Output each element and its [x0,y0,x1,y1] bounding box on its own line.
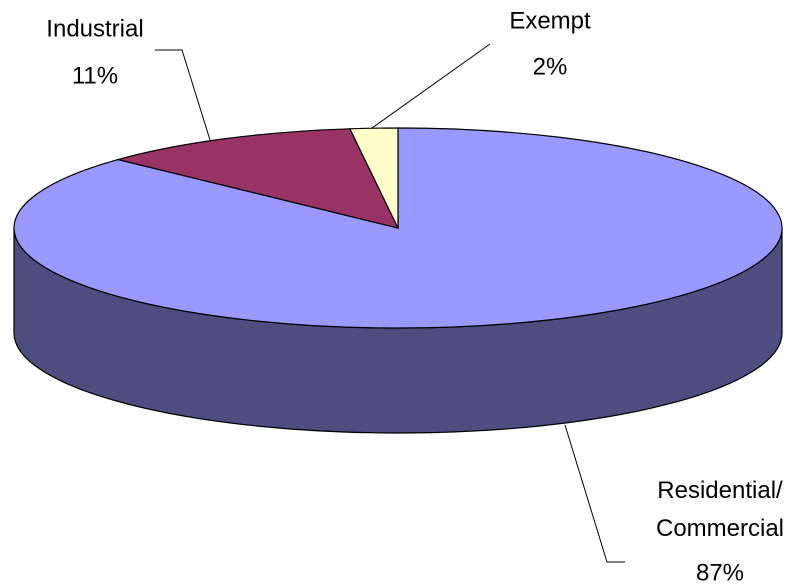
slice-label: Industrial [46,15,143,42]
value-label: 87% [696,559,744,586]
leader-line [155,49,211,141]
leader-line [371,43,491,129]
pie [13,127,783,434]
value-label: 2% [533,53,568,80]
slice [115,128,400,229]
label-line: Commercial [656,515,784,542]
labels: Residential/Commercial 87% Industrial 11% Ex… [46,7,784,586]
slice [348,127,399,229]
leader-line [564,424,625,563]
value-label: 11% [72,62,118,89]
label-line: Residential/ [657,477,783,504]
slice-label: Residential/Commercial [656,477,784,542]
slice-label: Exempt [509,7,591,34]
